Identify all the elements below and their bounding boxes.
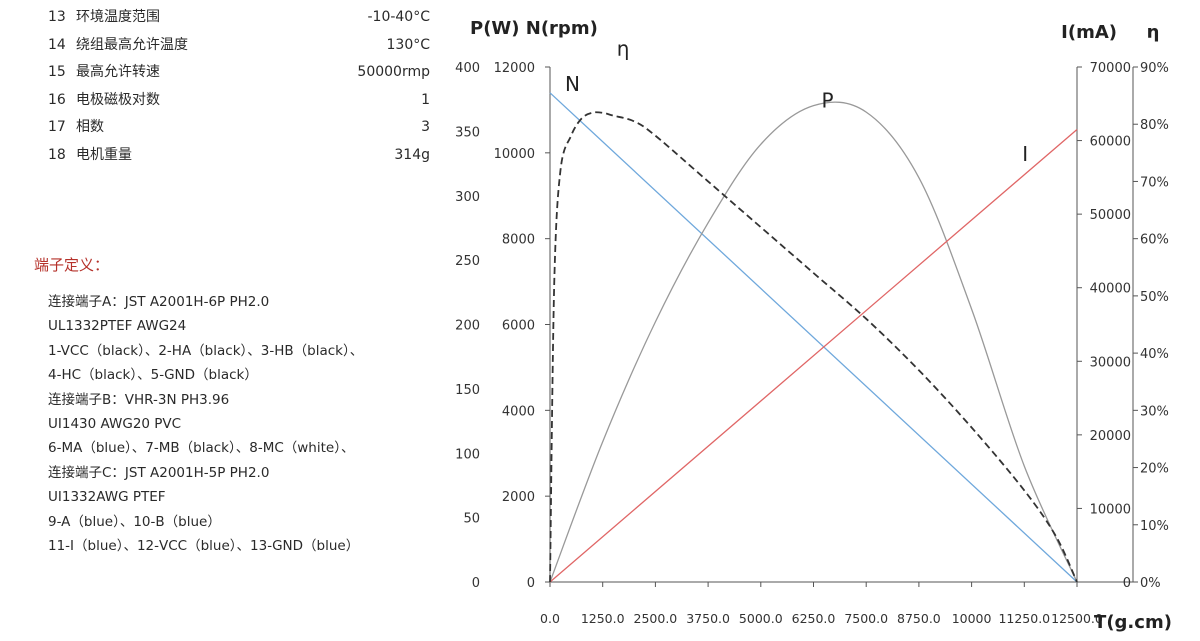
x-tick-label: 1250.0 bbox=[581, 611, 625, 626]
eta-tick-label: 90% bbox=[1140, 61, 1169, 76]
chart-svg: 0501001502002503003504000200040006000800… bbox=[455, 18, 1172, 633]
terminal-title: 端子定义： bbox=[34, 256, 110, 274]
eta-axis-title: η bbox=[1147, 22, 1160, 43]
series-P-line bbox=[549, 101, 1078, 583]
spec-row: 15 最高允许转速 50000rmp bbox=[48, 59, 430, 87]
i-tick-label: 20000 bbox=[1090, 429, 1131, 444]
series-I-line bbox=[549, 129, 1078, 583]
p-tick-label: 50 bbox=[463, 512, 480, 527]
spec-number: 17 bbox=[48, 119, 66, 135]
spec-row: 16 电极磁极对数 1 bbox=[48, 87, 430, 115]
x-tick-label: 0.0 bbox=[540, 611, 560, 626]
spec-value: 130°C bbox=[386, 36, 431, 53]
eta-tick-label: 0% bbox=[1140, 576, 1161, 591]
p-tick-label: 200 bbox=[455, 319, 480, 334]
n-tick-label: 6000 bbox=[502, 319, 535, 334]
eta-tick-label: 80% bbox=[1140, 118, 1169, 133]
x-tick-label: 6250.0 bbox=[792, 611, 836, 626]
p-tick-label: 250 bbox=[455, 254, 480, 269]
terminal-line: 9-A（blue）、10-B（blue） bbox=[48, 513, 221, 530]
series-label-P: P bbox=[822, 89, 834, 113]
terminal-line: 连接端子A：JST A2001H-6P PH2.0 bbox=[48, 294, 270, 310]
x-tick-label: 8750.0 bbox=[897, 611, 941, 626]
n-tick-label: 0 bbox=[527, 576, 535, 591]
i-tick-label: 0 bbox=[1123, 576, 1131, 591]
p-tick-label: 0 bbox=[472, 576, 480, 591]
x-tick-label: 2500.0 bbox=[634, 611, 678, 626]
n-tick-label: 4000 bbox=[502, 404, 535, 419]
performance-chart: 0 50 100 150 200 250 300 350 400 0 2000 4000 6000 800… bbox=[440, 0, 1200, 641]
eta-tick-label: 60% bbox=[1140, 233, 1169, 248]
x-tick-label: 3750.0 bbox=[686, 611, 730, 626]
spec-name: 最高允许转速 bbox=[76, 64, 160, 80]
left-axis-title: P(W) N(rpm) bbox=[470, 18, 598, 39]
i-tick-label: 60000 bbox=[1090, 135, 1131, 150]
spec-number: 18 bbox=[48, 146, 66, 163]
series-label-N: N bbox=[565, 72, 580, 96]
x-tick-label: 10000 bbox=[952, 611, 992, 626]
eta-tick-label: 20% bbox=[1140, 462, 1169, 477]
spec-table: 13 环境温度范围 -10-40°C 14 绕组最高允许温度 130°C 15 最高允许转速 5… bbox=[48, 4, 430, 169]
n-tick-label: 2000 bbox=[502, 490, 535, 505]
i-tick-label: 30000 bbox=[1090, 355, 1131, 370]
terminal-line: 6-MA（blue）、7-MB（black）、8-MC（white）、 bbox=[48, 440, 355, 457]
p-tick-label: 150 bbox=[455, 383, 480, 398]
eta-tick-label: 50% bbox=[1140, 290, 1169, 305]
i-tick-label: 50000 bbox=[1090, 208, 1131, 223]
series-label-I: I bbox=[1022, 142, 1028, 166]
n-tick-label: 10000 bbox=[494, 147, 535, 162]
x-tick-label: 11250.0 bbox=[998, 611, 1050, 626]
spec-value: 50000rmp bbox=[357, 64, 430, 80]
terminal-line: 1-VCC（black）、2-HA（black）、3-HB（black）、 bbox=[48, 342, 364, 359]
spec-value: 1 bbox=[421, 91, 430, 108]
x-tick-label: 12500.0 bbox=[1051, 611, 1103, 626]
n-tick-label: 12000 bbox=[494, 61, 535, 76]
series-N-line bbox=[549, 92, 1078, 583]
p-tick-label: 300 bbox=[455, 190, 480, 205]
eta-tick-label: 30% bbox=[1140, 404, 1169, 419]
spec-name: 绕组最高允许温度 bbox=[76, 36, 188, 53]
spec-number: 15 bbox=[48, 64, 66, 80]
spec-value: 3 bbox=[421, 119, 430, 135]
i-tick-label: 40000 bbox=[1090, 282, 1131, 297]
spec-row: 17 相数 3 bbox=[48, 114, 430, 142]
terminal-line: UI1430 AWG20 PVC bbox=[48, 415, 182, 432]
spec-row: 18 电机重量 314g bbox=[48, 142, 430, 170]
n-tick-label: 8000 bbox=[502, 233, 535, 248]
series-label-eta: η bbox=[617, 37, 630, 61]
terminal-line: 连接端子B：VHR-3N PH3.96 bbox=[48, 391, 230, 408]
p-tick-label: 400 bbox=[455, 61, 480, 76]
i-tick-label: 70000 bbox=[1090, 61, 1131, 76]
terminal-line: 连接端子C：JST A2001H-5P PH2.0 bbox=[48, 464, 270, 481]
spec-number: 16 bbox=[48, 91, 66, 108]
i-tick-label: 10000 bbox=[1090, 502, 1131, 517]
spec-row: 13 环境温度范围 -10-40°C bbox=[48, 4, 430, 32]
terminal-line: UL1332PTEF AWG24 bbox=[48, 318, 187, 335]
spec-number: 14 bbox=[48, 36, 66, 53]
terminal-list: 连接端子A：JST A2001H-6P PH2.0 UL1332PTEF AWG2… bbox=[48, 290, 428, 558]
x-axis-title: T(g.cm) bbox=[1094, 612, 1172, 633]
spec-panel: 13 环境温度范围 -10-40°C 14 绕组最高允许温度 130°C 15 最高允许转速 5… bbox=[0, 0, 440, 641]
terminal-line: 11-I（blue）、12-VCC（blue）、13-GND（blue） bbox=[48, 537, 360, 554]
terminal-line: UI1332AWG PTEF bbox=[48, 489, 166, 506]
series-eta-line bbox=[549, 111, 1078, 583]
p-tick-label: 350 bbox=[455, 125, 480, 140]
p-tick-label: 100 bbox=[455, 447, 480, 462]
i-axis-title: I(mA) bbox=[1061, 22, 1117, 43]
x-tick-label: 5000.0 bbox=[739, 611, 783, 626]
spec-name: 电极磁极对数 bbox=[76, 91, 160, 108]
spec-number: 13 bbox=[48, 9, 66, 25]
spec-value: -10-40°C bbox=[367, 9, 430, 25]
spec-row: 14 绕组最高允许温度 130°C bbox=[48, 32, 430, 60]
spec-name: 电机重量 bbox=[76, 146, 132, 163]
eta-tick-label: 40% bbox=[1140, 347, 1169, 362]
spec-name: 环境温度范围 bbox=[76, 9, 160, 25]
eta-tick-label: 10% bbox=[1140, 519, 1169, 534]
x-tick-label: 7500.0 bbox=[844, 611, 888, 626]
terminal-line: 4-HC（black）、5-GND（black） bbox=[48, 367, 258, 384]
spec-name: 相数 bbox=[76, 119, 104, 135]
eta-tick-label: 70% bbox=[1140, 175, 1169, 190]
spec-value: 314g bbox=[394, 146, 430, 163]
